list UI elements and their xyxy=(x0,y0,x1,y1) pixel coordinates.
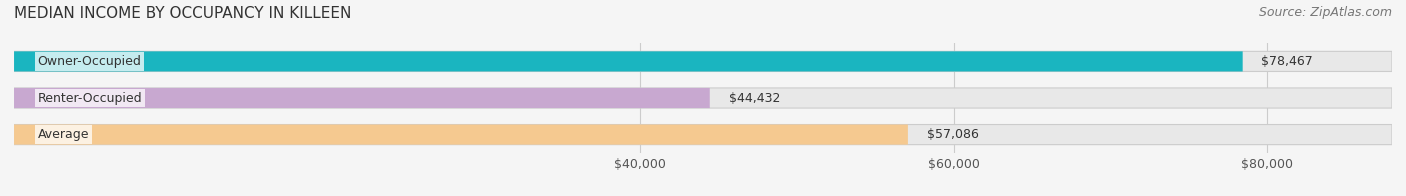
FancyBboxPatch shape xyxy=(14,88,1392,108)
FancyBboxPatch shape xyxy=(14,124,908,145)
Text: Renter-Occupied: Renter-Occupied xyxy=(38,92,142,104)
Text: $57,086: $57,086 xyxy=(927,128,979,141)
Text: Owner-Occupied: Owner-Occupied xyxy=(38,55,142,68)
FancyBboxPatch shape xyxy=(14,88,710,108)
Text: Source: ZipAtlas.com: Source: ZipAtlas.com xyxy=(1258,6,1392,19)
Text: $78,467: $78,467 xyxy=(1261,55,1313,68)
FancyBboxPatch shape xyxy=(14,124,1392,145)
FancyBboxPatch shape xyxy=(14,51,1243,72)
Text: Average: Average xyxy=(38,128,89,141)
Text: $44,432: $44,432 xyxy=(728,92,780,104)
Text: MEDIAN INCOME BY OCCUPANCY IN KILLEEN: MEDIAN INCOME BY OCCUPANCY IN KILLEEN xyxy=(14,6,352,21)
FancyBboxPatch shape xyxy=(14,51,1392,72)
